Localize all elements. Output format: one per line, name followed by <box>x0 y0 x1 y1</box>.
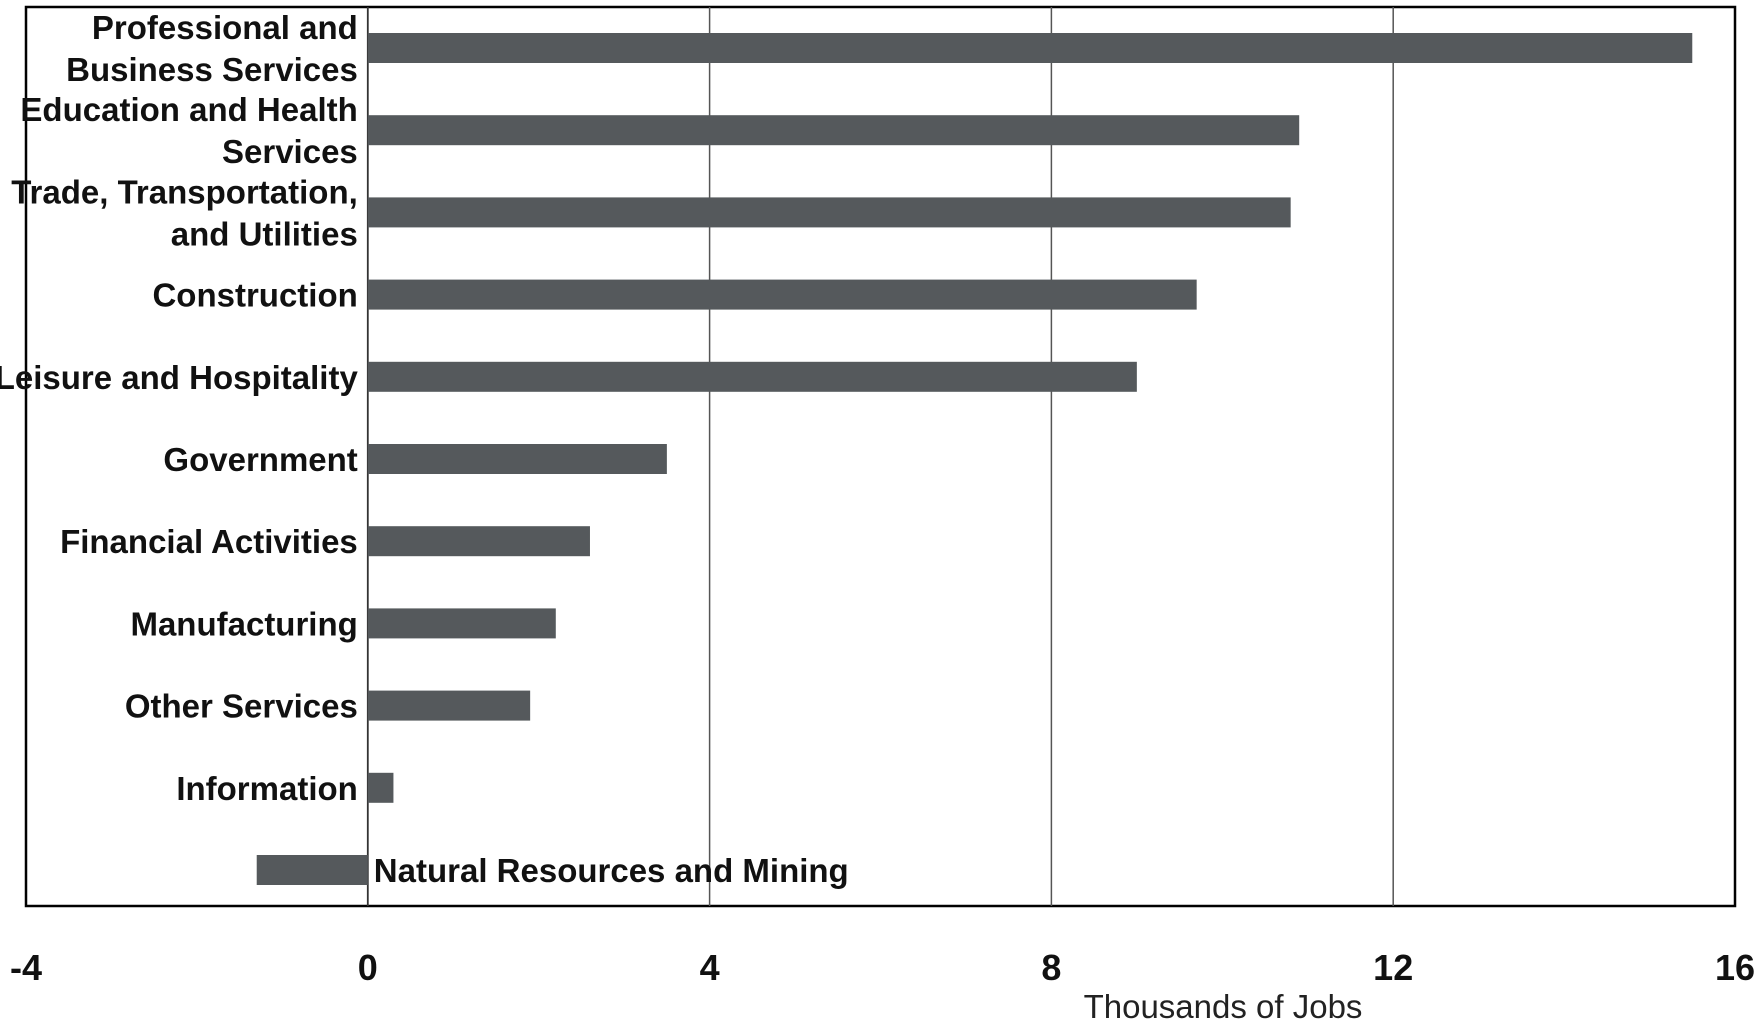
category-label: Information <box>176 770 357 807</box>
category-labels: Professional and Business ServicesEducati… <box>0 9 849 889</box>
bar <box>367 361 1137 392</box>
bar <box>367 115 1300 146</box>
bar <box>367 444 667 474</box>
category-label: Government <box>163 441 357 478</box>
bar <box>367 690 531 721</box>
bar <box>367 33 1693 63</box>
category-label: Natural Resources and Mining <box>374 852 849 889</box>
category-label: Leisure and Hospitality <box>0 359 358 396</box>
bar <box>367 608 556 639</box>
x-tick-labels: -4 0 4 8 12 16 <box>10 947 1755 988</box>
x-tick-label: -4 <box>10 947 42 988</box>
x-tick-label: 0 <box>358 947 378 988</box>
category-label: Manufacturing <box>130 605 357 642</box>
x-tick-label: 8 <box>1041 947 1061 988</box>
bar <box>367 772 394 803</box>
x-tick-label: 12 <box>1373 947 1413 988</box>
category-label: Education and Health Services <box>20 91 357 170</box>
category-label: Professional and Business Services <box>66 9 358 88</box>
category-label: Financial Activities <box>60 523 358 560</box>
bar <box>367 279 1197 310</box>
bars <box>256 33 1693 885</box>
category-label: Other Services <box>125 688 358 725</box>
plot-frame <box>24 5 1737 908</box>
x-tick-label: 4 <box>700 947 720 988</box>
bar <box>367 526 590 557</box>
category-label: Trade, Transportation, and Utilities <box>11 173 358 252</box>
bar <box>367 197 1291 228</box>
category-label: Construction <box>152 277 357 314</box>
bar <box>256 855 368 885</box>
x-tick-label: 16 <box>1715 947 1755 988</box>
x-axis-title: Thousands of Jobs <box>1084 988 1363 1021</box>
